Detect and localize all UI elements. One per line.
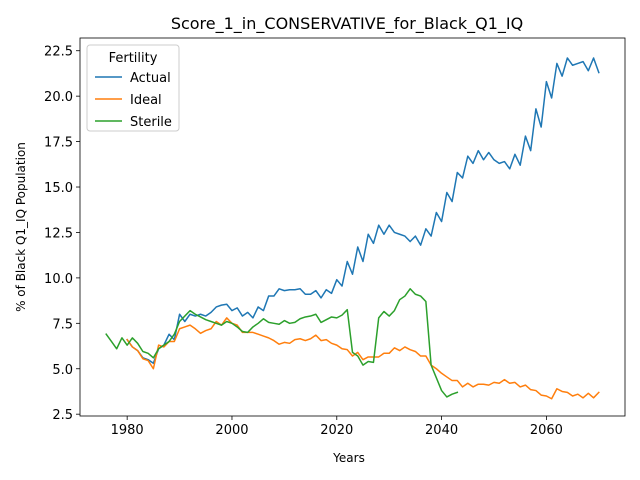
legend-label-sterile: Sterile bbox=[130, 115, 172, 130]
legend-box bbox=[86, 44, 180, 132]
y-tick-label: 2.5 bbox=[52, 408, 73, 423]
y-tick-label: 12.5 bbox=[44, 226, 73, 241]
y-tick-label: 17.5 bbox=[44, 136, 73, 151]
y-axis-label: % of Black Q1_IQ Population bbox=[14, 142, 28, 312]
series-line-ideal bbox=[126, 317, 600, 400]
x-tick-label: 2000 bbox=[215, 423, 248, 438]
chart-title: Score_1_in_CONSERVATIVE_for_Black_Q1_IQ bbox=[171, 14, 523, 34]
x-tick-label: 2040 bbox=[425, 423, 458, 438]
y-tick-label: 5.0 bbox=[52, 363, 73, 378]
x-axis-label: Years bbox=[332, 451, 365, 465]
y-tick-label: 15.0 bbox=[44, 181, 73, 196]
legend: Fertility Actual Ideal Sterile bbox=[86, 44, 180, 132]
y-tick-label: 22.5 bbox=[44, 45, 73, 60]
legend-label-actual: Actual bbox=[130, 71, 171, 86]
x-tick-label: 1980 bbox=[111, 423, 144, 438]
legend-title: Fertility bbox=[109, 51, 158, 66]
series-line-actual bbox=[126, 57, 600, 365]
legend-label-ideal: Ideal bbox=[130, 93, 162, 108]
x-axis: 1980 2000 2020 2040 2060 bbox=[111, 416, 563, 438]
y-tick-label: 7.5 bbox=[52, 317, 73, 332]
y-tick-label: 20.0 bbox=[44, 90, 73, 105]
x-tick-label: 2020 bbox=[320, 423, 353, 438]
plot-frame bbox=[79, 37, 626, 417]
plot-area bbox=[79, 37, 626, 417]
y-axis: 2.5 5.0 7.5 10.0 12.5 15.0 17.5 20.0 22.5 bbox=[44, 45, 80, 423]
x-tick-label: 2060 bbox=[530, 423, 563, 438]
y-tick-label: 10.0 bbox=[44, 272, 73, 287]
series-line-sterile bbox=[105, 288, 459, 398]
